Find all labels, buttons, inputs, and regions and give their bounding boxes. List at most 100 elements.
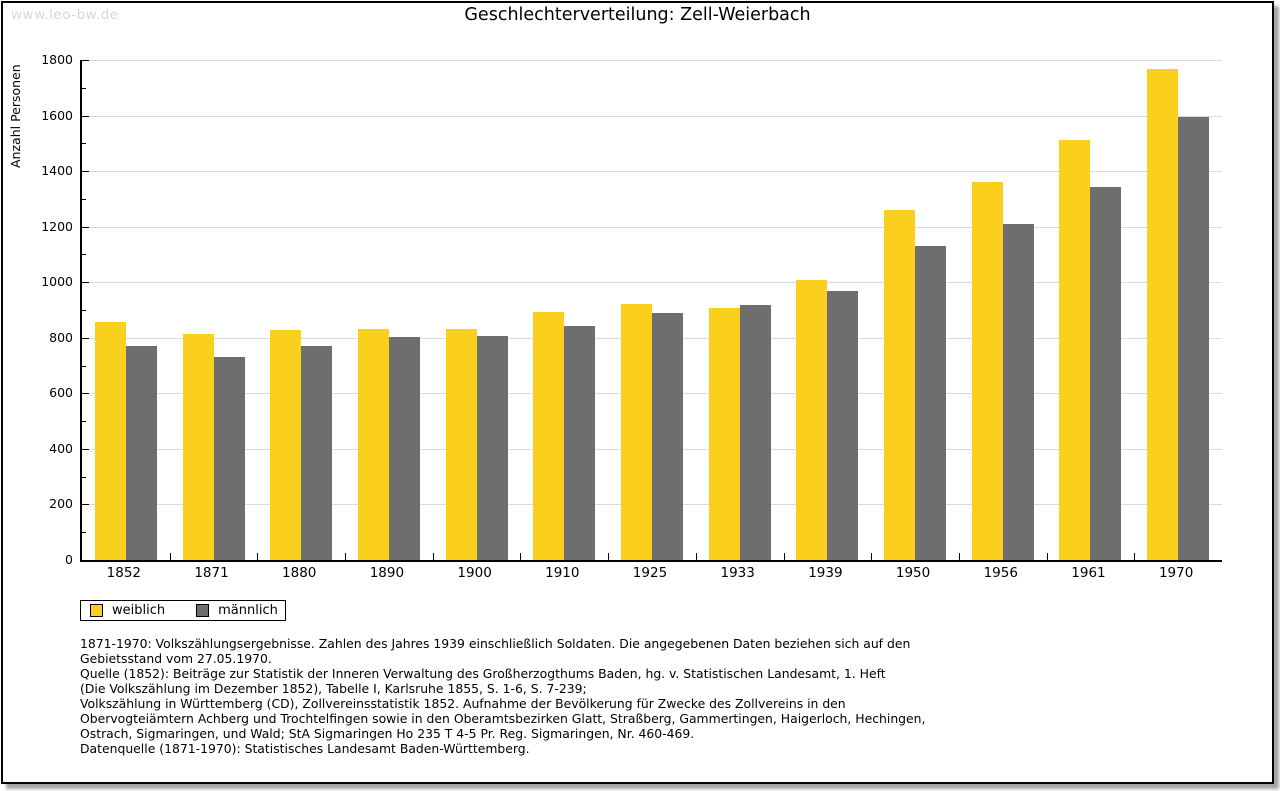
y-tick-700 [82,365,86,367]
x-label-1910: 1910 [545,565,580,581]
gridline-1800 [82,60,1222,61]
x-boundary-tick-6 [608,553,610,560]
y-tick-800 [82,337,89,339]
y-tick-1100 [82,254,86,256]
bar-weiblich-1956 [971,181,1003,560]
gridline-1400 [82,171,1222,173]
bar-männlich-1939 [827,291,859,560]
gridline-1600 [82,115,1222,117]
x-boundary-tick-12 [1134,553,1136,560]
y-tick-label-600: 600 [49,385,73,401]
y-tick-label-1200: 1200 [41,218,73,234]
y-tick-500 [82,421,86,423]
bar-weiblich-1925 [621,304,652,560]
legend-label-weiblich: weiblich [112,603,166,618]
legend-label-maennlich: männlich [218,603,278,618]
y-tick-label-200: 200 [49,496,73,512]
x-label-1900: 1900 [457,565,492,581]
footnotes: 1871-1970: Volkszählungsergebnisse. Zahl… [80,636,1210,741]
x-boundary-tick-9 [871,553,873,560]
bar-weiblich-1871 [182,334,214,560]
x-boundary-tick-7 [695,553,697,560]
bar-weiblich-1950 [884,209,916,560]
y-tick-200 [82,504,89,506]
y-tick-1800 [82,60,89,61]
bar-männlich-1961 [1090,186,1122,560]
plot-area [80,60,1222,562]
bar-weiblich-1910 [533,311,565,560]
x-boundary-tick-11 [1046,553,1048,560]
x-axis-labels: 1852 1871 1880 1890 1900 1910 1925 1933 1939 1950… [80,565,1220,583]
y-tick-900 [82,310,86,311]
x-label-1950: 1950 [895,565,931,581]
gridline-1000 [82,282,1222,284]
footnote-line-2: Gebietsstand vom 27.05.1970. [80,651,272,666]
x-label-1956: 1956 [983,565,1018,581]
bar-männlich-1933 [739,305,771,560]
bar-männlich-1925 [652,313,683,560]
y-tick-100 [82,532,86,534]
x-boundary-tick-10 [958,553,960,560]
bar-männlich-1956 [1002,223,1034,560]
x-boundary-tick-8 [783,553,785,560]
y-tick-1400 [82,171,89,173]
bar-weiblich-1900 [445,328,477,560]
bar-weiblich-1961 [1059,139,1091,560]
bar-weiblich-1939 [796,280,828,560]
x-boundary-tick-2 [257,553,259,560]
x-boundary-tick-5 [520,553,522,560]
legend-swatch-maennlich [196,604,210,617]
y-tick-1000 [82,282,89,284]
x-label-1933: 1933 [720,565,755,581]
bar-männlich-1871 [213,356,245,560]
bar-männlich-1900 [476,336,508,560]
bar-männlich-1910 [564,325,596,560]
y-tick-600 [82,393,89,395]
x-label-1961: 1961 [1071,565,1106,581]
y-tick-label-0: 0 [65,552,73,567]
bar-weiblich-1970 [1147,68,1179,560]
bar-weiblich-1852 [94,321,126,560]
y-axis-tick-labels: 0 200 400 600 800 1000 1200 1400 1600 1800 [3,53,73,567]
x-label-1970: 1970 [1158,565,1194,581]
bar-weiblich-1880 [270,330,302,560]
x-boundary-tick-4 [432,553,434,560]
x-label-1939: 1939 [808,565,843,581]
footnote-line-1: 1871-1970: Volkszählungsergebnisse. Zahl… [80,636,911,651]
x-label-1871: 1871 [194,565,229,581]
y-tick-label-400: 400 [49,440,73,456]
y-tick-400 [82,448,89,450]
bar-männlich-1852 [125,345,157,560]
y-tick-300 [82,476,86,478]
x-boundary-tick-3 [345,553,347,560]
gridline-1200 [82,226,1222,228]
y-tick-1600 [82,115,89,117]
footnote-line-5: Volkszählung in Württemberg (CD), Zollve… [80,696,846,711]
bar-weiblich-1933 [708,307,740,560]
y-tick-label-1800: 1800 [41,52,73,67]
chart-title: Geschlechterverteilung: Zell-Weierbach [464,5,811,25]
footnote-line-3: Quelle (1852): Beiträge zur Statistik de… [80,666,886,681]
bar-männlich-1950 [915,245,947,560]
y-tick-label-1400: 1400 [41,163,73,179]
footnote-line-6: Obervogteiämtern Achberg und Trochtelfin… [80,711,926,726]
footnote-line-7: Ostrach, Sigmaringen, und Wald; StA Sigm… [80,726,695,741]
y-tick-label-800: 800 [49,329,73,345]
x-label-1925: 1925 [632,565,668,581]
legend: weiblich männlich [80,600,286,621]
footnote-line-4: (Die Volkszählung im Dezember 1852), Tab… [80,681,587,696]
x-label-1890: 1890 [369,565,405,581]
x-label-1852: 1852 [106,565,142,581]
y-tick-1200 [82,226,89,228]
bar-weiblich-1890 [357,329,389,560]
watermark: www.leo-bw.de [11,7,119,23]
y-tick-1300 [82,198,86,200]
x-label-1880: 1880 [282,565,317,581]
bar-männlich-1970 [1178,117,1210,560]
bar-männlich-1880 [301,345,333,560]
legend-swatch-weiblich [90,604,103,617]
y-tick-1500 [82,143,86,145]
y-tick-label-1000: 1000 [41,274,73,290]
